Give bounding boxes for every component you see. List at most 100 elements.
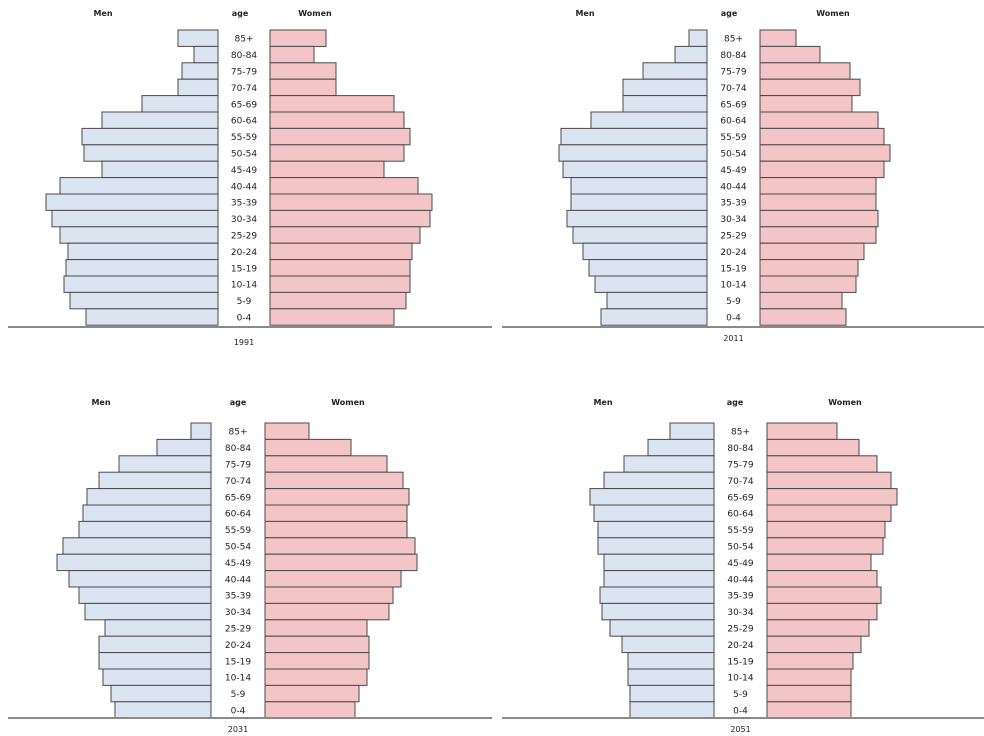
age-label: 55-59 [231,133,257,143]
men-bar [599,586,715,604]
men-bar [82,504,212,522]
women-bar [269,291,407,310]
women-bar [759,193,877,211]
age-label: 5-9 [733,690,748,700]
men-bar [570,193,708,211]
age-label: 50-54 [225,543,251,553]
men-bar [69,291,219,310]
age-label: 85+ [731,428,750,438]
age-label: 80-84 [231,51,257,61]
men-bar [606,291,708,310]
age-label: 45-49 [231,166,257,176]
women-bar [759,144,891,162]
age-label: 30-34 [225,608,251,618]
women-bar [269,62,337,80]
age-label: 20-24 [720,248,746,258]
men-bar [589,488,715,506]
men-bar [590,111,708,129]
men-bar [560,127,708,146]
women-bar [766,668,852,686]
women-bar [264,422,310,440]
men-bar [623,455,715,473]
men-bar [566,209,708,228]
women-bar [759,259,859,277]
age-label: 60-64 [231,117,257,127]
women-bar [269,95,395,113]
age-label: 15-19 [720,264,746,274]
men-bar [562,160,708,179]
year-label: 2011 [723,334,743,343]
women-bar [264,652,370,670]
men-bar [193,45,219,64]
men-bar [627,668,715,686]
year-label: 2031 [228,725,248,734]
men-bar [177,29,219,47]
age-label: 5-9 [231,690,246,700]
age-label: 70-74 [231,84,257,94]
age-label: 50-54 [720,150,746,160]
women-bar [766,652,854,670]
age-label: 70-74 [727,477,753,487]
women-bar [269,242,413,261]
age-label: 35-39 [225,592,251,602]
women-bar [264,455,388,473]
men-bar [603,553,715,572]
age-header: age [721,9,738,18]
women-bar [766,504,892,522]
age-label: 85+ [235,35,254,45]
men-bar [190,422,212,440]
men-bar [85,308,219,326]
men-bar [593,504,715,522]
men-bar [597,537,715,555]
age-label: 60-64 [727,510,753,520]
age-label: 65-69 [720,100,746,110]
women-bar [264,520,408,539]
women-bar [269,78,337,97]
men-bar [558,144,708,162]
women-bar [759,111,879,129]
women-header: Women [298,9,332,18]
age-label: 75-79 [225,461,251,471]
age-label: 45-49 [720,166,746,176]
men-header: Men [91,398,110,407]
age-label: 75-79 [727,461,753,471]
men-bar [65,259,219,277]
age-label: 75-79 [231,68,257,78]
age-label: 55-59 [727,526,753,536]
men-header: Men [93,9,112,18]
age-label: 5-9 [237,297,252,307]
women-bar [269,259,411,277]
women-bar [269,160,385,179]
men-bar [156,438,212,457]
women-bar [759,275,857,293]
men-bar [45,193,219,211]
age-label: 40-44 [225,575,251,585]
men-bar [68,570,212,588]
women-bar [264,619,368,637]
age-label: 75-79 [720,68,746,78]
men-bar [609,619,715,637]
age-label: 15-19 [225,657,251,667]
men-bar [101,111,219,129]
age-label: 50-54 [231,150,257,160]
age-label: 20-24 [225,641,251,651]
women-bar [759,242,865,261]
men-bar [572,226,708,244]
men-bar [622,78,708,97]
men-bar [601,602,715,621]
women-header: Women [331,398,365,407]
age-label: 65-69 [727,493,753,503]
age-label: 35-39 [720,199,746,209]
men-bar [62,537,212,555]
men-bar [104,619,212,637]
men-bar [582,242,708,261]
age-label: 80-84 [720,51,746,61]
women-bar [759,127,885,146]
women-bar [759,177,877,195]
age-label: 35-39 [231,199,257,209]
age-label: 50-54 [727,543,753,553]
age-label: 10-14 [225,674,251,684]
men-bar [669,422,715,440]
women-bar [759,226,877,244]
women-bar [766,455,878,473]
